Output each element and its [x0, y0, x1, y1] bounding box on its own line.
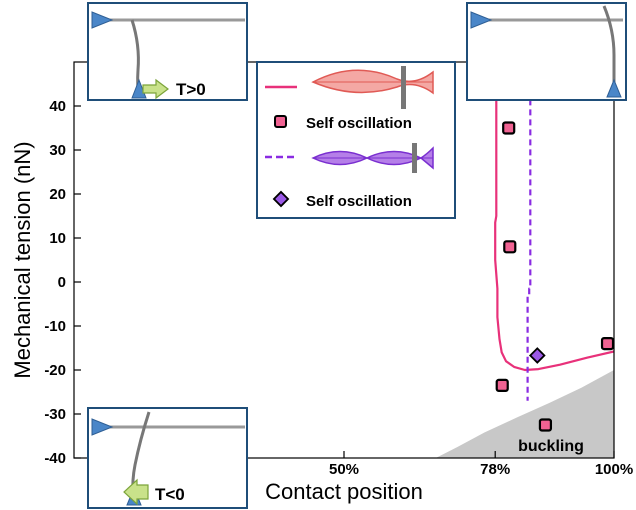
- x-axis-title: Contact position: [265, 479, 423, 504]
- y-tick-label: -10: [44, 318, 66, 335]
- legend-purple-vibration-mode-icon: [311, 143, 434, 173]
- y-tick-label: 20: [49, 186, 66, 203]
- inset-bottom-left: T<0: [87, 407, 248, 509]
- square-data-point: [538, 418, 553, 432]
- clamp-triangle-icon: [470, 11, 493, 29]
- solid-stability-curve: [494, 99, 614, 372]
- y-axis-ticks: -40 -30 -20 -10 0 10 20 30 40: [44, 98, 81, 467]
- dashed-stability-curve: [526, 99, 532, 401]
- legend-label-diamond: Self oscillation: [306, 193, 412, 210]
- y-tick-label: 40: [49, 98, 66, 115]
- legend-label-square: Self oscillation: [306, 115, 412, 132]
- x-tick-label: 78%: [480, 461, 510, 478]
- contact-triangle-icon: [606, 78, 622, 98]
- clamp-triangle-icon: [91, 418, 114, 436]
- legend-red-vibration-mode-icon: [311, 66, 434, 109]
- marker-layer: [495, 121, 615, 432]
- inset-top-right: [466, 2, 627, 101]
- legend: Self oscillation Self oscillation: [256, 61, 456, 219]
- y-tick-label: -40: [44, 450, 66, 467]
- y-axis-title: Mechanical tension (nN): [10, 141, 35, 378]
- square-data-point: [503, 240, 517, 254]
- buckling-region: [435, 370, 614, 458]
- legend-square-marker: [274, 115, 287, 128]
- inset-label-negative-tension: T<0: [155, 485, 185, 504]
- y-tick-label: -20: [44, 362, 66, 379]
- inset-top-left: T>0: [87, 2, 248, 101]
- x-axis-ticks: 50% 78% 100%: [329, 451, 633, 478]
- buckling-region-layer: [435, 370, 614, 458]
- square-data-point: [495, 378, 509, 392]
- y-tick-label: 10: [49, 230, 66, 247]
- arrow-left-icon: [123, 478, 149, 506]
- inset-label-positive-tension: T>0: [176, 80, 206, 99]
- y-tick-label: -30: [44, 406, 66, 423]
- square-data-point: [502, 121, 516, 135]
- square-data-point: [600, 337, 615, 351]
- legend-diamond-marker: [272, 190, 290, 208]
- clamp-triangle-icon: [91, 11, 114, 29]
- y-tick-label: 0: [58, 274, 66, 291]
- x-tick-label: 50%: [329, 461, 359, 478]
- y-tick-label: 30: [49, 142, 66, 159]
- curve-layer: [494, 99, 614, 401]
- x-tick-label: 100%: [595, 461, 633, 478]
- buckling-label: buckling: [518, 438, 584, 455]
- arrow-right-icon: [142, 78, 169, 100]
- diamond-data-point: [528, 347, 546, 364]
